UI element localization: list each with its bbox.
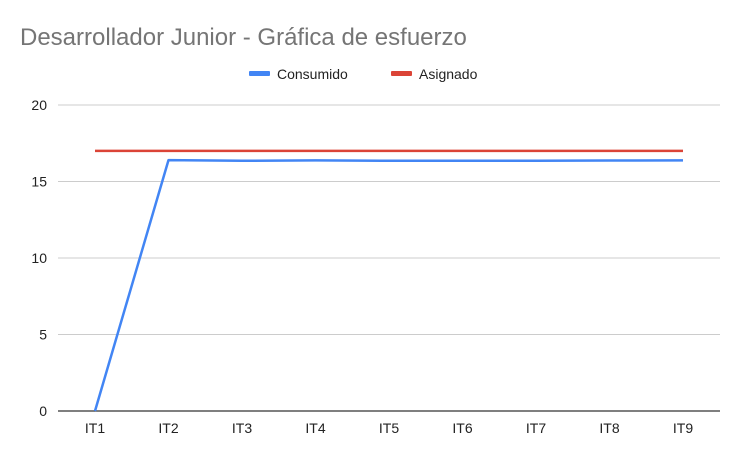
series-line-consumido	[93, 158, 684, 412]
y-tick-label: 0	[39, 403, 47, 419]
legend: Consumido Asignado	[249, 66, 478, 82]
legend-item-consumido: Consumido	[249, 66, 348, 82]
x-tick-label: IT9	[673, 420, 693, 436]
y-tick-label: 10	[31, 250, 47, 266]
y-axis-ticks: 0 5 10 15 20	[31, 97, 47, 419]
y-tick-label: 20	[31, 97, 47, 113]
x-tick-label: IT2	[158, 420, 178, 436]
x-tick-label: IT7	[526, 420, 546, 436]
y-tick-label: 15	[31, 174, 47, 190]
legend-swatch	[249, 71, 270, 76]
y-tick-label: 5	[39, 327, 47, 343]
x-axis-ticks: IT1 IT2 IT3 IT4 IT5 IT6 IT7 IT8 IT9	[85, 420, 693, 436]
chart-title: Desarrollador Junior - Gráfica de esfuer…	[20, 24, 467, 51]
x-tick-label: IT6	[452, 420, 472, 436]
legend-swatch	[391, 71, 412, 76]
x-tick-label: IT8	[599, 420, 619, 436]
legend-item-asignado: Asignado	[391, 66, 478, 82]
legend-label: Consumido	[277, 66, 348, 82]
x-tick-label: IT4	[305, 420, 325, 436]
gridlines	[58, 104, 720, 412]
x-tick-label: IT1	[85, 420, 105, 436]
data-points	[95, 151, 683, 411]
series-lines	[93, 149, 684, 412]
x-tick-label: IT5	[379, 420, 399, 436]
legend-label: Asignado	[419, 66, 478, 82]
x-tick-label: IT3	[232, 420, 252, 436]
